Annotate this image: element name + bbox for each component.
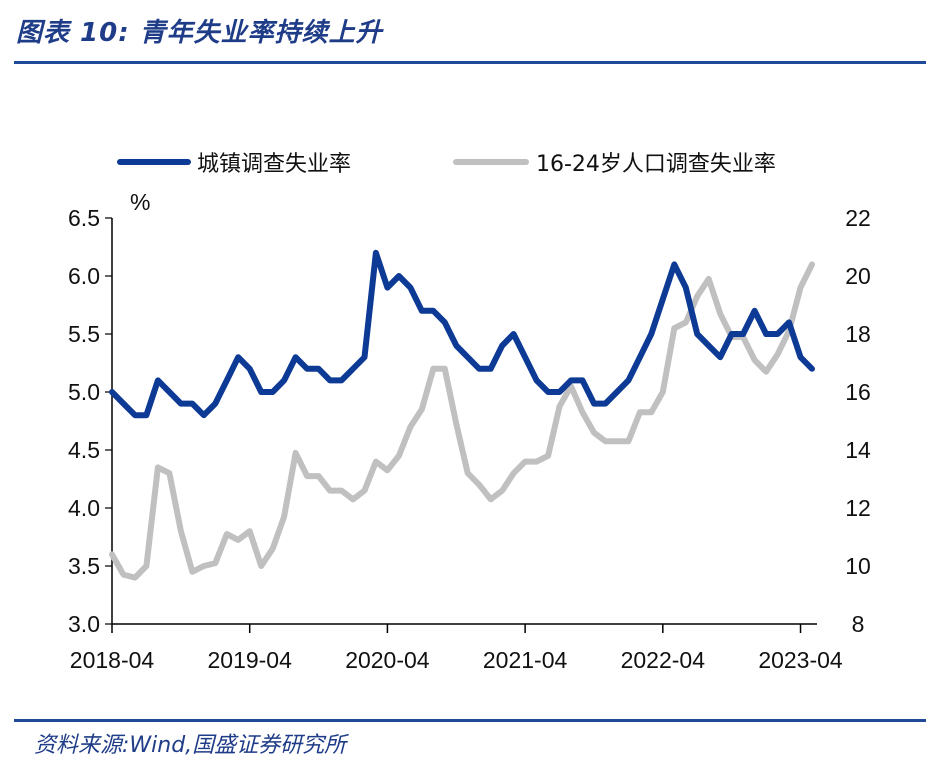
footer-rule [14,719,926,722]
legend-label-urban: 城镇调查失业率 [197,152,351,177]
y-right-tick-label: 16 [845,379,871,405]
y-right-tick-label: 22 [845,205,871,231]
y-left-tick-label: 4.5 [68,437,100,463]
x-tick-label: 2021-04 [483,647,568,673]
y-right-tick-label: 20 [845,263,871,289]
y-left-tick-label: 3.5 [68,553,100,579]
chart-legend: 城镇调查失业率 16-24岁人口调查失业率 [117,152,776,177]
series-line-youth [109,261,815,581]
source-note: 资料来源:Wind,国盛证券研究所 [34,733,347,758]
chart-series [109,249,815,581]
y-left-tick-label: 5.5 [68,321,100,347]
x-tick-label: 2018-04 [70,647,155,673]
y-axis-unit-label: % [130,189,150,215]
y-right-tick-label: 8 [852,611,865,637]
y-left-tick-label: 6.0 [68,263,100,289]
figure-title: 图表 10: 青年失业率持续上升 [16,18,383,48]
x-tick-label: 2023-04 [758,647,843,673]
y-right-tick-label: 10 [845,553,871,579]
y-left-tick-label: 4.0 [68,495,100,521]
y-right-tick-label: 12 [845,495,871,521]
legend-label-youth: 16-24岁人口调查失业率 [536,152,776,177]
y-right-tick-label: 18 [845,321,871,347]
header-rule [14,61,926,64]
x-tick-label: 2019-04 [207,647,292,673]
series-line-urban [109,249,815,419]
x-tick-label: 2020-04 [345,647,430,673]
y-left-tick-label: 6.5 [68,205,100,231]
y-left-tick-label: 5.0 [68,379,100,405]
line-chart: 城镇调查失业率 16-24岁人口调查失业率 % 3.0 3.5 4.0 4.5 5.0 5… [68,152,871,673]
y-right-tick-label: 14 [845,437,871,463]
y-left-tick-label: 3.0 [68,611,100,637]
chart-axes: 3.0 3.5 4.0 4.5 5.0 5.5 6.0 6.5 8 10 12 14 16 18 20 22 2… [68,205,871,673]
x-tick-label: 2022-04 [621,647,706,673]
